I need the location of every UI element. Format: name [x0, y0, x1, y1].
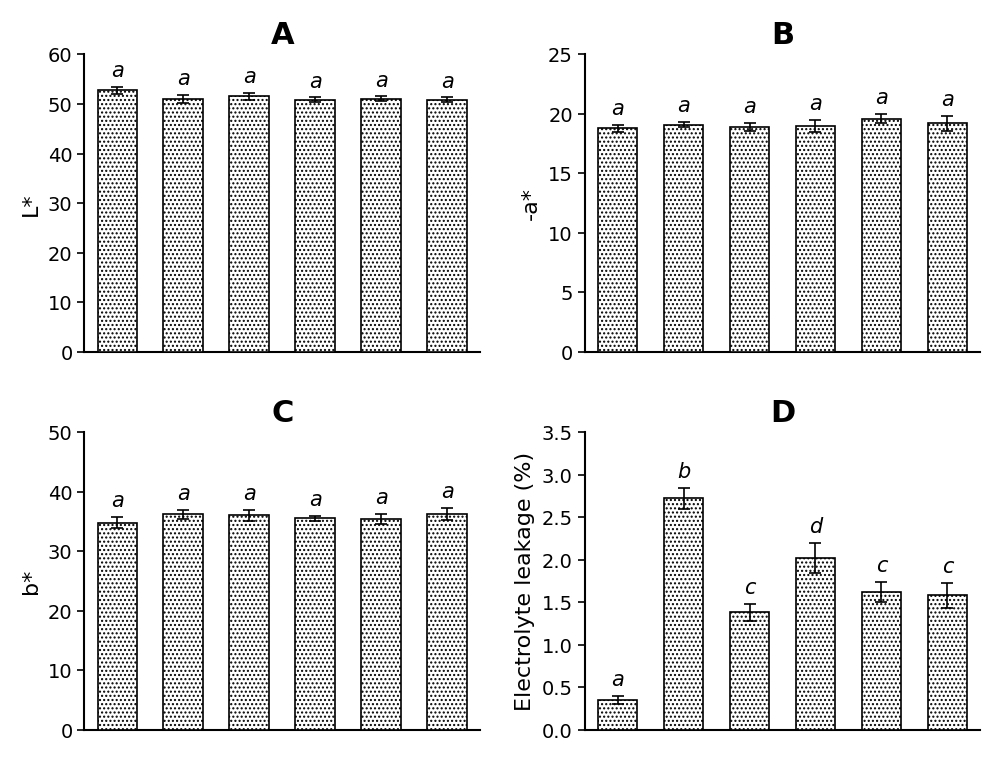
Text: a: a — [374, 488, 387, 508]
Bar — [796, 558, 835, 730]
Bar — [97, 91, 137, 352]
Bar — [361, 100, 400, 352]
Text: a: a — [374, 71, 387, 91]
Bar — [427, 101, 466, 352]
Bar — [796, 126, 835, 352]
Text: a: a — [243, 67, 255, 87]
Text: a: a — [875, 88, 888, 107]
Text: d: d — [809, 517, 822, 536]
Bar — [97, 523, 137, 730]
Bar — [862, 119, 901, 352]
Text: c: c — [942, 556, 953, 576]
Bar — [664, 125, 704, 352]
Y-axis label: -a*: -a* — [521, 187, 541, 220]
Bar — [598, 700, 638, 730]
Text: a: a — [243, 483, 255, 503]
Text: a: a — [809, 94, 822, 114]
Bar — [295, 101, 335, 352]
Text: a: a — [308, 490, 321, 510]
Text: c: c — [876, 555, 887, 575]
Title: D: D — [770, 399, 795, 427]
Text: a: a — [440, 482, 453, 501]
Y-axis label: L*: L* — [21, 192, 41, 216]
Text: a: a — [440, 72, 453, 91]
Text: a: a — [612, 669, 624, 689]
Title: A: A — [270, 21, 294, 50]
Text: a: a — [612, 98, 624, 119]
Bar — [664, 498, 704, 730]
Text: a: a — [177, 69, 189, 89]
Y-axis label: Electrolyte leakage (%): Electrolyte leakage (%) — [515, 452, 535, 710]
Bar — [598, 129, 638, 352]
Bar — [229, 97, 269, 352]
Text: a: a — [941, 90, 954, 110]
Bar — [730, 613, 769, 730]
Text: c: c — [744, 578, 755, 597]
Bar — [163, 100, 203, 352]
Bar — [862, 592, 901, 730]
Text: a: a — [177, 483, 189, 503]
Bar — [229, 516, 269, 730]
Bar — [427, 514, 466, 730]
Bar — [927, 124, 967, 352]
Bar — [163, 514, 203, 730]
Text: a: a — [111, 491, 124, 511]
Text: a: a — [308, 72, 321, 91]
Text: a: a — [677, 96, 690, 116]
Bar — [730, 127, 769, 352]
Bar — [295, 519, 335, 730]
Text: a: a — [111, 61, 124, 81]
Y-axis label: b*: b* — [21, 568, 41, 594]
Text: b: b — [677, 462, 690, 482]
Text: a: a — [743, 98, 756, 117]
Bar — [361, 519, 400, 730]
Title: B: B — [771, 21, 794, 50]
Bar — [927, 595, 967, 730]
Title: C: C — [271, 399, 293, 427]
